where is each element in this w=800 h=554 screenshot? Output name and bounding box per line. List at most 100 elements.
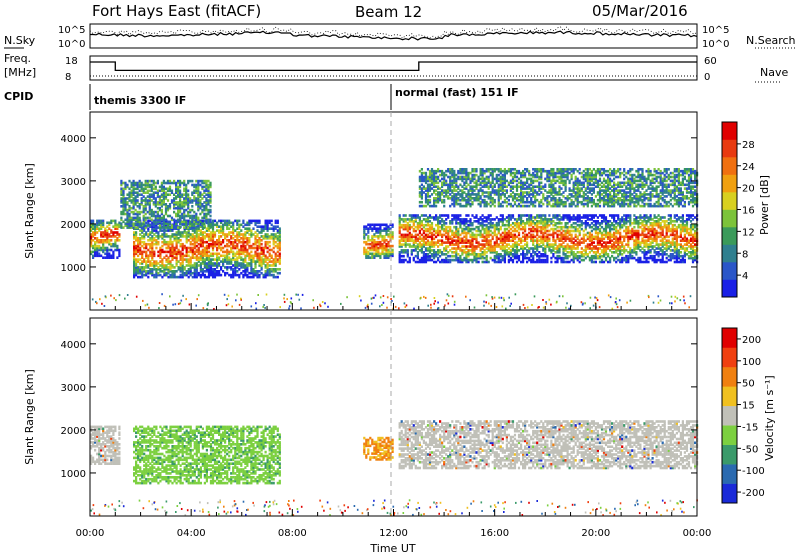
heatmap-cell [475, 216, 478, 219]
heatmap-cell [258, 246, 261, 250]
heatmap-cell [230, 258, 233, 261]
heatmap-cell [187, 197, 190, 200]
heatmap-cell [112, 235, 115, 238]
heatmap-cell [487, 229, 490, 233]
heatmap-cell [473, 251, 476, 254]
heatmap-cell [607, 223, 610, 227]
heatmap-cell [175, 246, 178, 250]
heatmap-cell [609, 225, 612, 229]
heatmap-cell [145, 252, 148, 256]
heatmap-cell [420, 214, 423, 217]
heatmap-cell [406, 254, 409, 258]
heatmap-cell [694, 254, 697, 258]
heatmap-cell [560, 231, 563, 235]
heatmap-cell [463, 227, 466, 231]
heatmap-cell [244, 268, 247, 271]
heatmap-cell [481, 235, 484, 239]
heatmap-cell [137, 246, 140, 250]
heatmap-cell [562, 258, 565, 262]
heatmap-cell [92, 235, 95, 238]
heatmap-cell [191, 237, 194, 240]
heatmap-cell [148, 195, 151, 198]
heatmap-cell [138, 212, 141, 216]
heatmap-cell [594, 231, 597, 235]
heatmap-cell [503, 233, 506, 237]
heatmap-cell [385, 239, 388, 242]
heatmap-cell [570, 218, 573, 221]
heatmap-cell [453, 233, 456, 237]
heatmap-cell [268, 270, 271, 273]
heatmap-cell [220, 268, 223, 271]
heatmap-cell [205, 214, 208, 218]
heatmap-cell [602, 218, 606, 221]
heatmap-cell [471, 245, 474, 248]
heatmap-cell [141, 260, 144, 263]
heatmap-cell [554, 214, 557, 217]
heatmap-cell [260, 246, 263, 250]
heatmap-cell [449, 249, 452, 252]
heatmap-cell [203, 212, 206, 216]
heatmap-cell [528, 249, 531, 252]
heatmap-cell [102, 221, 105, 225]
heatmap-cell [236, 231, 239, 234]
heatmap-cell [647, 247, 650, 250]
heatmap-cell [199, 262, 202, 265]
heatmap-cell [420, 168, 423, 171]
heatmap-cell [621, 249, 624, 252]
heatmap-cell [511, 222, 515, 225]
heatmap-cell [145, 242, 148, 246]
heatmap-cell [629, 249, 632, 252]
heatmap-cell [566, 214, 569, 217]
heatmap-cell [600, 233, 604, 237]
heatmap-cell [625, 227, 628, 231]
heatmap-cell [226, 248, 229, 252]
heatmap-cell [445, 241, 448, 244]
nave-label: Nave [760, 66, 788, 79]
heatmap-cell [209, 271, 213, 275]
heatmap-cell [152, 203, 155, 206]
heatmap-cell [94, 240, 97, 244]
heatmap-cell [560, 233, 563, 237]
heatmap-cell [659, 258, 662, 262]
heatmap-cell [383, 256, 386, 259]
heatmap-cell [552, 245, 555, 248]
heatmap-cell [613, 218, 616, 221]
heatmap-cell [120, 193, 123, 196]
heatmap-cell [578, 254, 581, 258]
heatmap-cell [391, 235, 394, 238]
heatmap-cell [645, 216, 648, 219]
heatmap-cell [562, 251, 565, 254]
heatmap-cell [158, 216, 161, 220]
heatmap-cell [548, 247, 551, 250]
heatmap-cell [554, 223, 557, 227]
heatmap-cell [228, 239, 231, 242]
heatmap-cell [130, 189, 133, 193]
heatmap-cell [230, 231, 233, 234]
heatmap-cell [467, 225, 470, 229]
heatmap-cell [369, 248, 372, 252]
heatmap-cell [491, 247, 494, 250]
heatmap-cell [156, 222, 159, 225]
heatmap-cell [530, 218, 533, 221]
heatmap-cell [598, 243, 602, 246]
heatmap-cell [152, 201, 155, 204]
heatmap-cell [195, 268, 198, 271]
heatmap-cell [135, 235, 138, 238]
heatmap-cell [588, 247, 591, 250]
heatmap-cell [375, 248, 378, 252]
heatmap-cell [513, 256, 517, 260]
heatmap-cell [168, 179, 172, 183]
heatmap-cell [526, 220, 529, 223]
heatmap-cell [181, 252, 184, 256]
heatmap-cell [615, 225, 618, 229]
heatmap-cell [445, 260, 448, 264]
heatmap-cell [391, 248, 394, 252]
heatmap-cell [139, 275, 142, 279]
heatmap-cell [254, 240, 257, 244]
heatmap-cell [262, 227, 265, 230]
heatmap-cell [371, 223, 374, 227]
heatmap-cell [643, 214, 646, 217]
heatmap-cell [250, 270, 253, 273]
heatmap-cell [538, 222, 541, 225]
heatmap-cell [193, 199, 196, 202]
